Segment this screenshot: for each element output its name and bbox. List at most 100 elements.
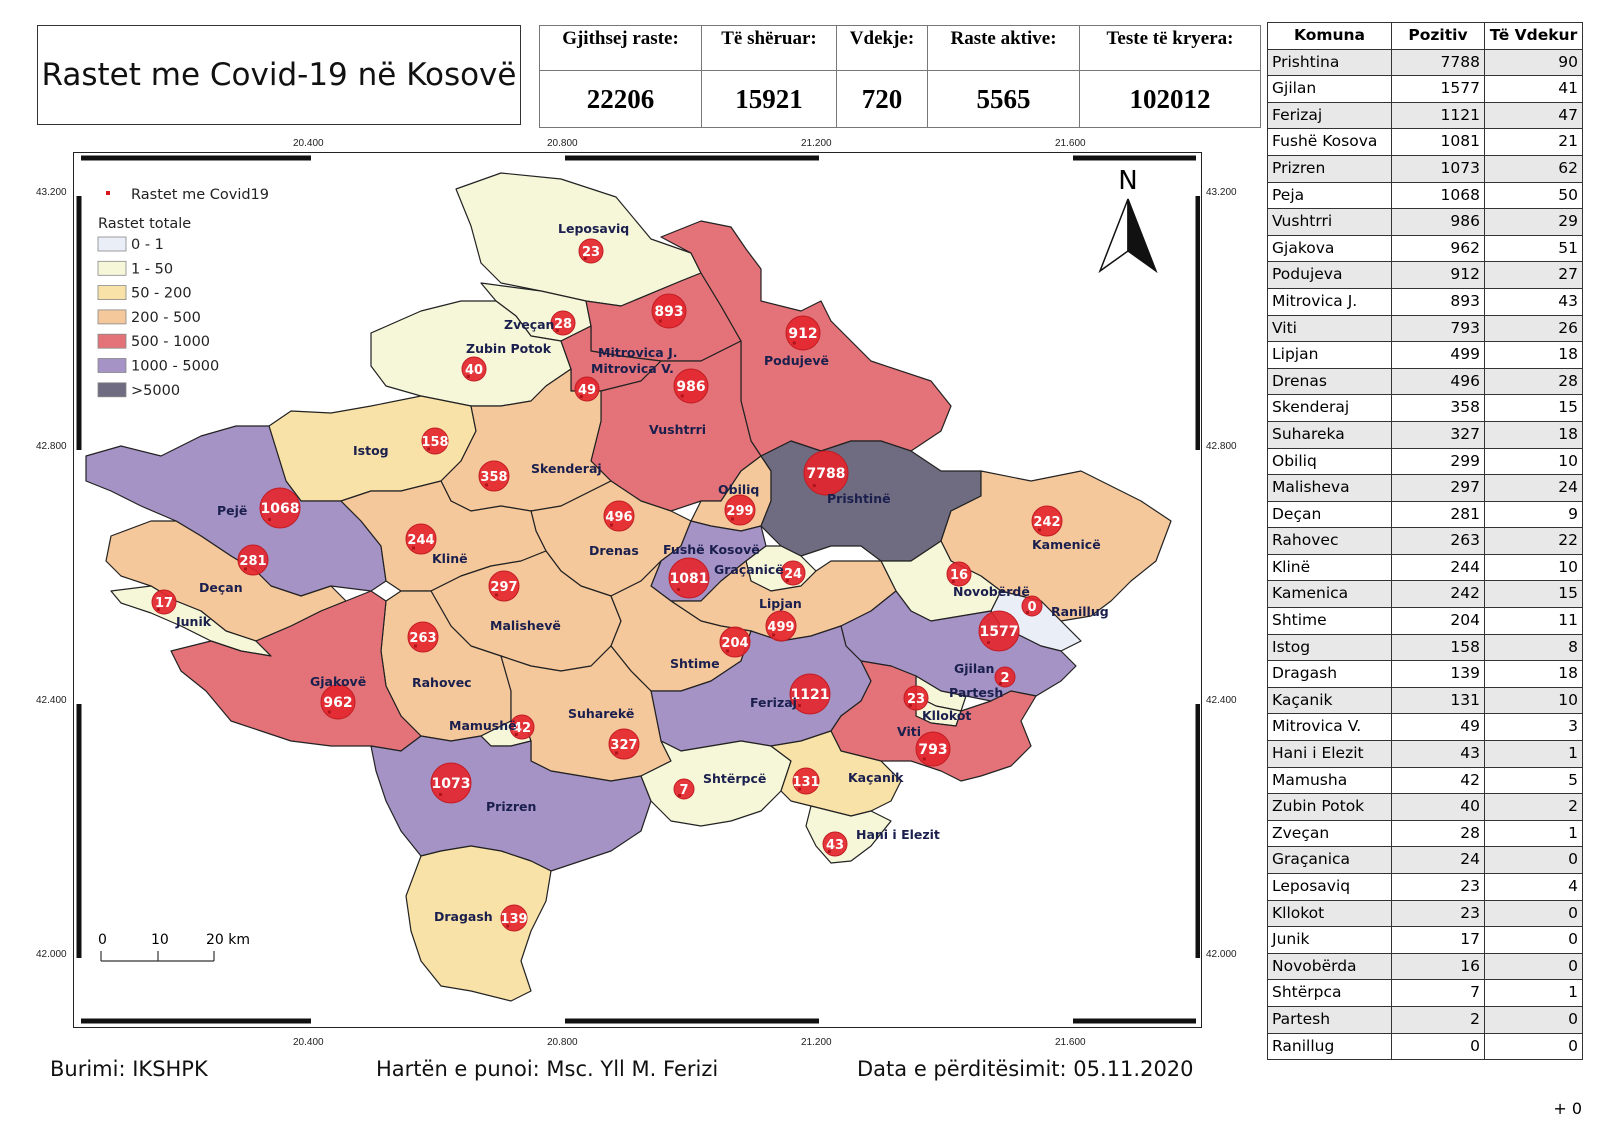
case-point [792, 341, 796, 345]
cell-vdekur: 10 [1484, 686, 1583, 715]
case-point [1026, 611, 1029, 614]
stat-label-active: Raste aktive: [927, 25, 1080, 71]
covid-point-symbol [106, 191, 110, 195]
case-point [579, 395, 583, 398]
cell-name: Vushtrri [1267, 208, 1392, 236]
cell-name: Istog [1267, 633, 1392, 662]
footer-author: Hartën e punoi: Msc. Yll M. Ferizi [376, 1057, 719, 1081]
case-point [680, 394, 684, 398]
case-point [412, 546, 415, 550]
cell-name: Kaçanik [1267, 686, 1392, 715]
cell-vdekur: 24 [1484, 474, 1583, 502]
case-point [677, 588, 680, 591]
case-count-label: 1121 [791, 687, 830, 703]
cell-name: Zubin Potok [1267, 793, 1392, 821]
legend-class-label: >5000 [131, 383, 180, 399]
coord-top-1: 20.400 [293, 138, 324, 149]
cell-pozitiv: 327 [1391, 420, 1485, 449]
case-count-label: 28 [554, 317, 572, 332]
cell-pozitiv: 204 [1391, 607, 1485, 635]
table-row: Gjakova 962 51 [1267, 234, 1583, 263]
cell-name: Mitrovica V. [1267, 713, 1392, 742]
legend-swatch [97, 382, 127, 398]
cell-name: Deçan [1267, 500, 1392, 529]
cell-pozitiv: 962 [1391, 234, 1485, 263]
cell-vdekur: 0 [1484, 1032, 1583, 1061]
table-row: Peja 1068 50 [1267, 181, 1583, 210]
col-header-pozitiv: Pozitiv [1391, 22, 1485, 50]
cell-pozitiv: 7 [1391, 979, 1485, 1007]
cell-name: Malisheva [1267, 474, 1392, 502]
table-row: Partesh 2 0 [1267, 1005, 1583, 1034]
municipality-label: Mamushë [449, 718, 517, 733]
table-row: Novobërda 16 0 [1267, 952, 1583, 981]
municipality-label: Drenas [589, 543, 639, 558]
municipality-label: Skenderaj [531, 461, 602, 476]
cell-vdekur: 43 [1484, 287, 1583, 316]
case-point [555, 329, 559, 332]
legend-class-label: 0 - 1 [131, 237, 164, 253]
table-row: Skenderaj 358 15 [1267, 394, 1583, 422]
cell-name: Suhareka [1267, 420, 1392, 449]
scale-label-20: 20 km [206, 932, 250, 948]
cell-vdekur: 1 [1484, 819, 1583, 848]
cell-vdekur: 3 [1484, 713, 1583, 742]
municipality-label: Mitrovica J. [598, 345, 677, 360]
cell-vdekur: 27 [1484, 261, 1583, 289]
cell-name: Obiliq [1267, 447, 1392, 476]
cell-pozitiv: 499 [1391, 341, 1485, 369]
coord-bottom-2: 20.800 [547, 1037, 578, 1048]
region-gjakove [170, 590, 422, 752]
cell-vdekur: 29 [1484, 208, 1583, 236]
case-point [244, 567, 247, 571]
table-row: Hani i Elezit 43 1 [1267, 740, 1583, 768]
coord-left-4: 42.000 [36, 949, 67, 960]
footer-date: Data e përditësimit: 05.11.2020 [857, 1057, 1194, 1081]
cell-vdekur: 2 [1484, 793, 1583, 821]
legend-class-label: 1 - 50 [131, 261, 173, 277]
table-row: Drenas 496 28 [1267, 367, 1583, 396]
cell-name: Hani i Elezit [1267, 740, 1392, 768]
cell-vdekur: 22 [1484, 527, 1583, 555]
cell-pozitiv: 244 [1391, 553, 1485, 582]
stat-label-deaths: Vdekje: [836, 25, 928, 71]
case-point [726, 649, 729, 653]
cell-pozitiv: 1081 [1391, 128, 1485, 156]
legend-class-label: 500 - 1000 [131, 334, 210, 350]
cell-pozitiv: 263 [1391, 527, 1485, 555]
cell-pozitiv: 912 [1391, 261, 1485, 289]
region-viti [830, 660, 1037, 782]
cell-pozitiv: 1073 [1391, 154, 1485, 183]
municipality-label: Leposaviq [558, 221, 629, 236]
coord-right-3: 42.400 [1206, 695, 1237, 706]
table-row: Prishtina 7788 90 [1267, 48, 1583, 77]
cell-vdekur: 62 [1484, 154, 1583, 183]
table-row: Malisheva 297 24 [1267, 474, 1583, 502]
table-row: Kaçanik 131 10 [1267, 686, 1583, 715]
case-count-label: 42 [513, 721, 531, 736]
case-count-label: 297 [490, 580, 517, 595]
cell-pozitiv: 17 [1391, 926, 1485, 954]
coord-top-3: 21.200 [801, 138, 832, 149]
cell-pozitiv: 1577 [1391, 75, 1485, 103]
case-point [827, 850, 831, 853]
case-count-label: 242 [1033, 515, 1060, 530]
cell-name: Peja [1267, 181, 1392, 210]
municipality-label: Shtërpcë [703, 771, 766, 786]
cell-pozitiv: 893 [1391, 287, 1485, 316]
cell-vdekur: 0 [1484, 1005, 1583, 1034]
stat-label-total: Gjithsej raste: [539, 25, 702, 71]
table-row: Suhareka 327 18 [1267, 420, 1583, 449]
case-count-label: 912 [788, 326, 817, 342]
legend-class-label: 1000 - 5000 [131, 359, 219, 375]
north-arrow-icon: N [1098, 166, 1158, 274]
region-kacanik [770, 730, 902, 817]
cell-vdekur: 1 [1484, 979, 1583, 1007]
municipality-label: Deçan [199, 580, 243, 595]
case-count-label: 49 [578, 383, 596, 398]
choropleth-map: Rastet me Covid19 Rastet totale 0 - 1 1 -… [76, 155, 1201, 1024]
coord-top-2: 20.800 [547, 138, 578, 149]
case-count-label: 23 [907, 692, 925, 707]
municipality-label: Gjakovë [310, 674, 366, 689]
cell-pozitiv: 496 [1391, 367, 1485, 396]
